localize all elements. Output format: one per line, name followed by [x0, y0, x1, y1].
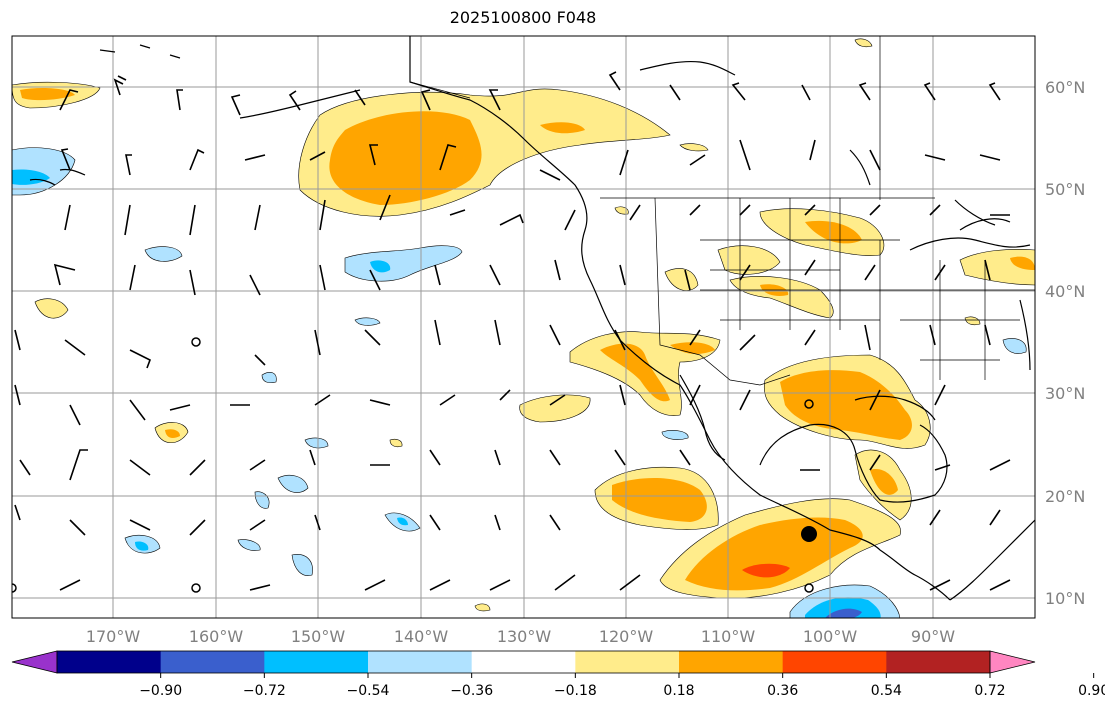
lon-labels: 170°W 160°W 150°W 140°W 130°W 120°W 110°… — [86, 627, 955, 646]
colorbar-tick-label: 0.90 — [1078, 683, 1105, 699]
lon-label: 120°W — [599, 627, 654, 646]
map-title: 2025100800 F048 — [449, 8, 597, 27]
wind-barbs — [14, 71, 1011, 591]
colorbar-tick-label: 0.18 — [663, 683, 694, 699]
colorbar-segment — [575, 651, 680, 673]
gridlines — [12, 36, 1035, 618]
colorbar-segment — [368, 651, 473, 673]
borders — [409, 36, 1035, 386]
calm-markers — [12, 337, 814, 593]
lat-label: 10°N — [1045, 589, 1085, 608]
colorbar-segment — [57, 651, 162, 673]
lon-label: 150°W — [291, 627, 346, 646]
lat-labels: 60°N 50°N 40°N 30°N 20°N 10°N — [1045, 78, 1085, 608]
colorbar-tick-label: 0.54 — [871, 683, 902, 699]
lon-label: 160°W — [189, 627, 244, 646]
station-marker — [801, 526, 817, 542]
colorbar-segment — [886, 651, 991, 673]
map-frame — [11, 35, 1036, 619]
region-pacific-blue — [344, 245, 463, 282]
coastlines — [29, 36, 1035, 601]
lon-label: 170°W — [86, 627, 141, 646]
region-gulf-alaska-orange — [329, 111, 482, 205]
lon-label: 110°W — [701, 627, 756, 646]
colorbar-segment — [471, 651, 576, 673]
lon-label: 90°W — [911, 627, 955, 646]
colorbar-frame — [56, 650, 991, 674]
colorbar-tick-label: −0.18 — [554, 683, 597, 699]
colorbar: −0.90 −0.72 −0.54 −0.36 −0.18 0.18 0.36 0.54 0.7… — [11, 650, 1105, 699]
colorbar-tick-label: 0.36 — [767, 683, 798, 699]
colorbar-tick-label: −0.72 — [243, 683, 286, 699]
lat-label: 50°N — [1045, 180, 1085, 199]
lat-label: 40°N — [1045, 282, 1085, 301]
colorbar-extend-high — [989, 650, 1036, 674]
colorbar-segment — [160, 651, 265, 673]
colorbar-tick-label: −0.90 — [139, 683, 182, 699]
colorbar-extend-low — [11, 650, 58, 674]
colorbar-tick-label: 0.72 — [974, 683, 1005, 699]
lat-label: 20°N — [1045, 487, 1085, 506]
colorbar-segment — [782, 651, 887, 673]
colorbar-segment — [679, 651, 784, 673]
lon-label: 140°W — [394, 627, 449, 646]
lat-label: 60°N — [1045, 78, 1085, 97]
colorbar-tick-label: −0.36 — [450, 683, 493, 699]
colorbar-tick-label: −0.54 — [347, 683, 390, 699]
colorbar-segment — [264, 651, 369, 673]
lat-label: 30°N — [1045, 384, 1085, 403]
lon-label: 130°W — [497, 627, 552, 646]
lon-label: 100°W — [803, 627, 858, 646]
